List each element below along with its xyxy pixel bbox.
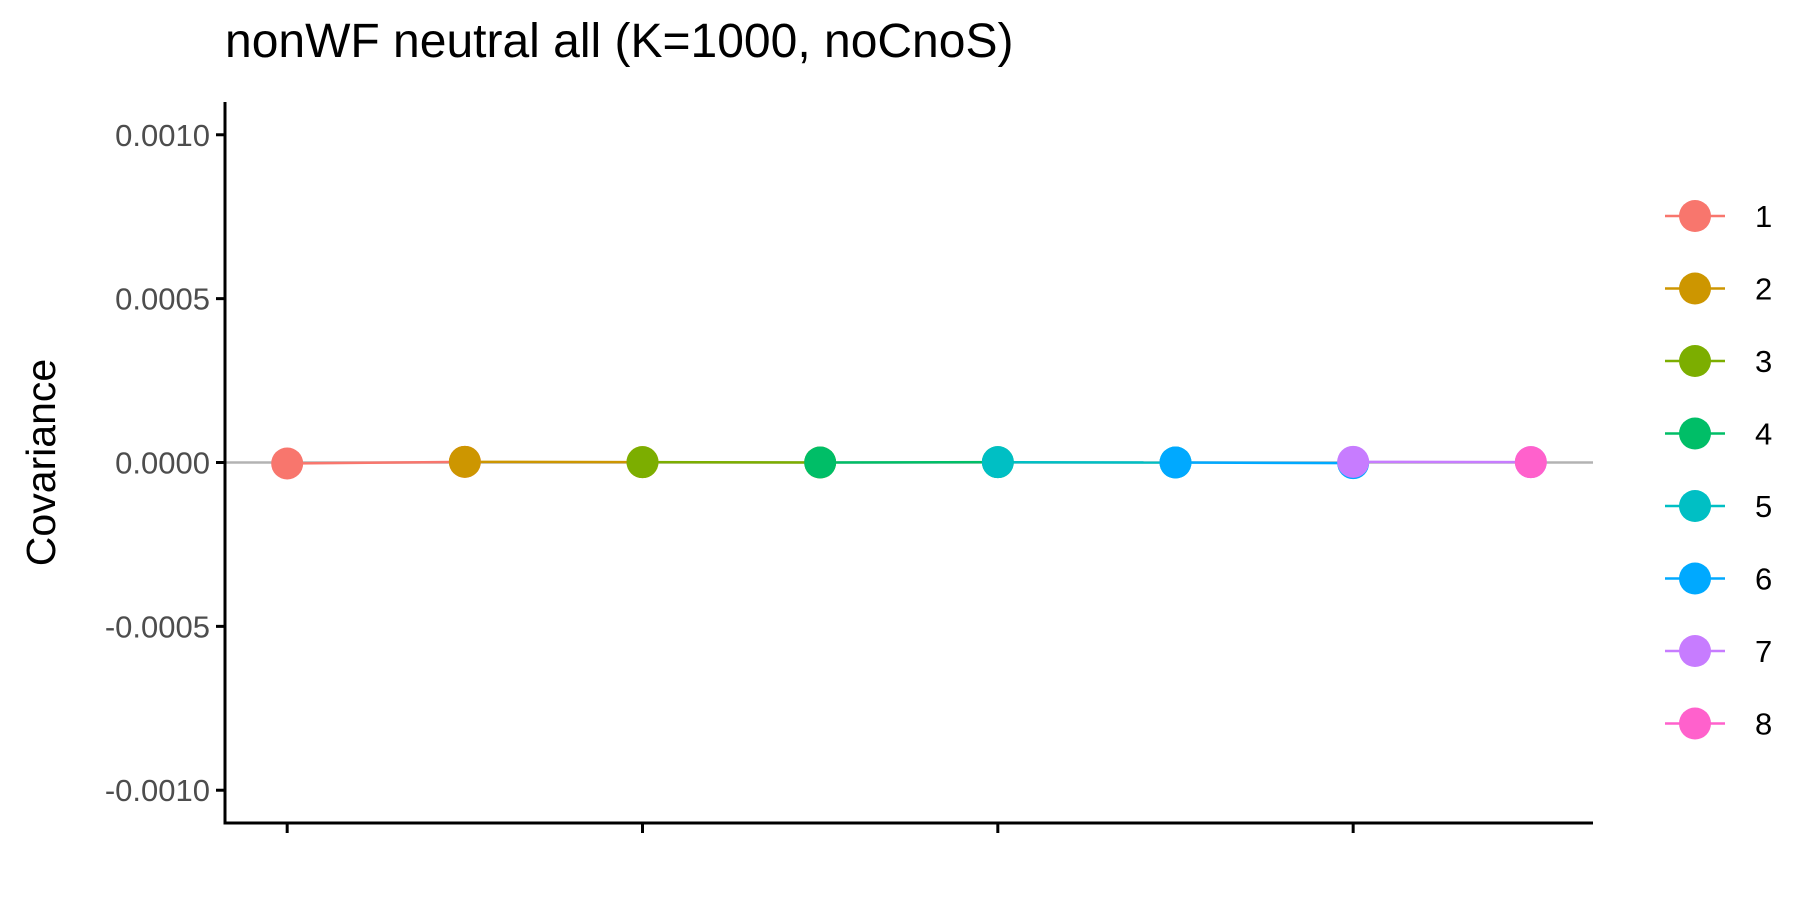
y-tick-label: -0.0005 [105,609,210,644]
legend-key-3 [1679,345,1711,377]
legend-key-2 [1679,272,1711,305]
y-tick-label: -0.0010 [105,773,210,808]
data-point-series-8 [1514,446,1547,479]
legend-label-4: 4 [1755,417,1772,452]
chart-title: nonWF neutral all (K=1000, noCnoS) [225,15,1014,68]
series-line-6 [1175,461,1354,465]
legend-key-1 [1679,200,1711,232]
legend-key-8 [1679,707,1711,740]
y-axis-label: Covariance [18,359,64,566]
data-point-series-2 [448,445,481,478]
legend-key-5 [1679,490,1711,522]
legend-key-4 [1679,417,1711,450]
legend-key-6 [1679,562,1711,595]
legend-label-3: 3 [1755,344,1772,379]
series-line-1 [287,460,465,465]
legend-label-8: 8 [1755,707,1772,742]
legend-label-2: 2 [1755,272,1772,307]
y-tick-label: 0.0000 [115,446,210,481]
legend-key-7 [1679,635,1711,667]
data-point-series-6 [1159,446,1192,479]
legend-label-5: 5 [1755,489,1772,524]
data-point-series-4 [804,446,837,479]
data-point-series-3 [626,446,659,479]
data-point-series-1 [271,447,304,480]
legend-label-6: 6 [1755,562,1772,597]
data-point-series-7 [1337,445,1370,478]
data-point-series-5 [981,446,1014,479]
y-tick-label: 0.0005 [115,282,210,317]
legend-label-7: 7 [1755,634,1772,669]
legend-label-1: 1 [1755,199,1772,234]
y-tick-label: 0.0010 [115,118,210,153]
